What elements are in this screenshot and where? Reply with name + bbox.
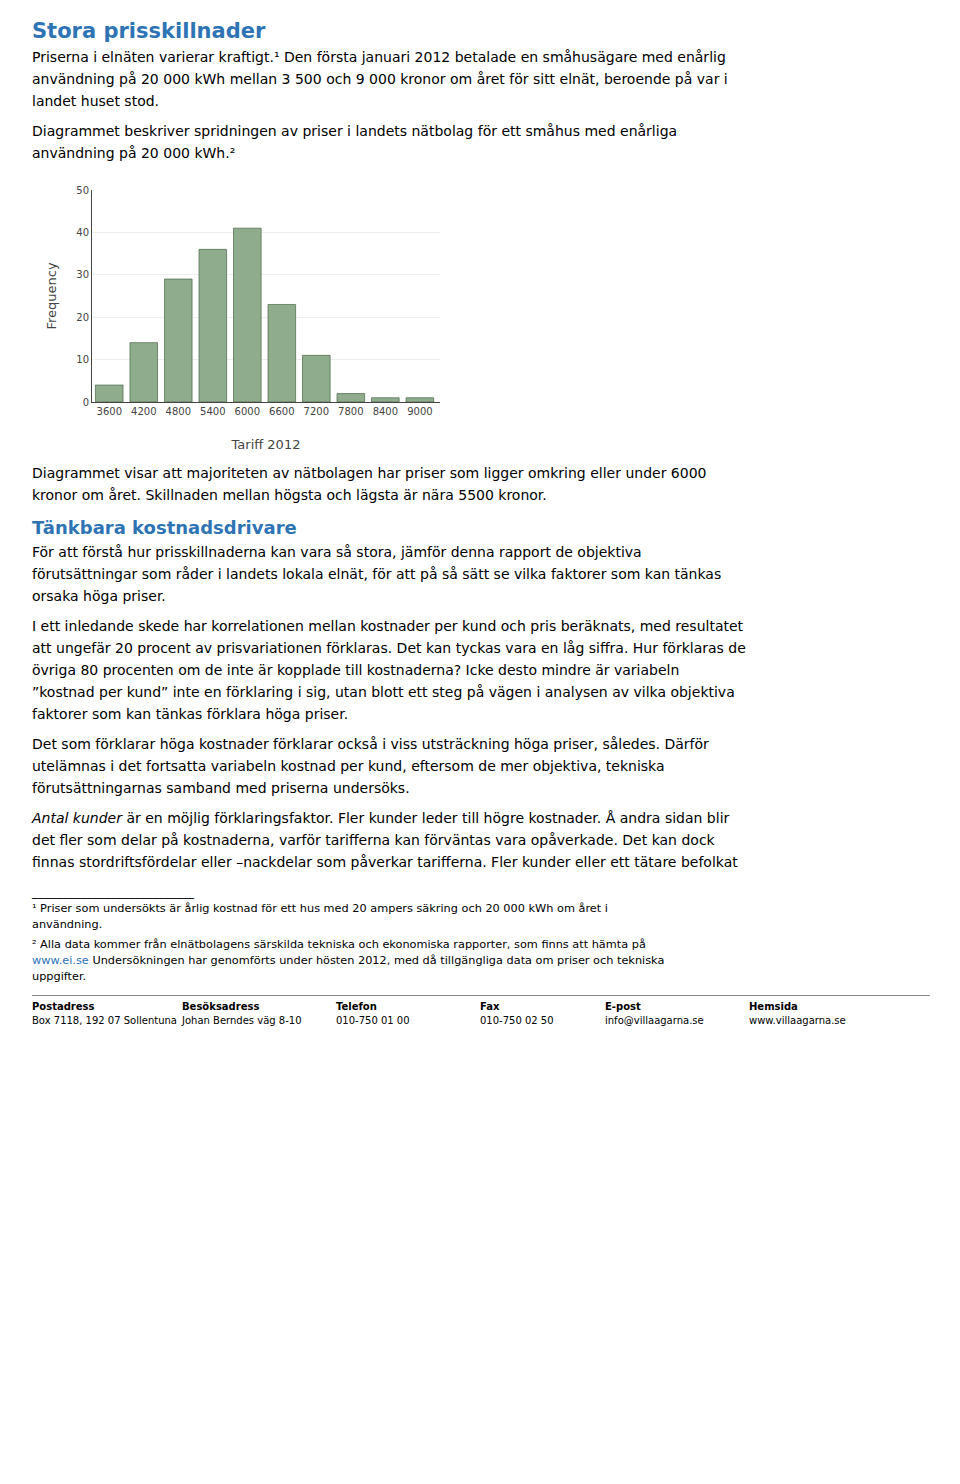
html-text:förutsättningarnas samband med: förutsättningarnas samband med priserna … [32, 780, 410, 796]
html-text:Stora prisskillnader: Stora prisskillnader [32, 19, 266, 43]
svg-text:Tariff 2012: Tariff 2012 [231, 437, 301, 452]
svg-text:20: 20 [76, 312, 89, 323]
html-text:Box 7118, 192 07 Sollentuna: Box 7118, 192 07 Sollentuna [32, 1015, 177, 1026]
html-text:Postadress: Postadress [32, 1001, 95, 1012]
html-text:info@villaagarna.se: info@villaagarna.se [605, 1015, 704, 1026]
html-text:utelämnas i det fortsatta vari: utelämnas i det fortsatta variabeln kost… [32, 758, 665, 774]
svg-text:8400: 8400 [373, 406, 398, 417]
html-text:finnas stordriftsfördelar elle: finnas stordriftsfördelar eller –nackdel… [32, 854, 738, 870]
svg-text:10: 10 [76, 354, 89, 365]
html-text:”kostnad per kund” inte en för: ”kostnad per kund” inte en förklaring i … [32, 684, 735, 700]
svg-text:7800: 7800 [338, 406, 363, 417]
svg-text:4800: 4800 [166, 406, 191, 417]
html-text:Telefon: Telefon [336, 1001, 377, 1012]
html-text:Diagrammet visar att majoritet: Diagrammet visar att majoriteten av nätb… [32, 465, 707, 481]
html-text:Priserna i elnäten varierar kr: Priserna i elnäten varierar kraftigt.¹ D… [32, 49, 726, 65]
html-text:E-post: E-post [605, 1001, 641, 1012]
svg-text:Frequency: Frequency [44, 262, 59, 329]
html-text:Johan Berndes väg 8-10: Johan Berndes väg 8-10 [182, 1015, 302, 1026]
html-text:orsaka höga priser.: orsaka höga priser. [32, 588, 166, 604]
html-text:¹ Priser som undersökts är årl: ¹ Priser som undersökts är årlig kostnad… [32, 902, 608, 915]
html-text:Hemsida: Hemsida [749, 1001, 798, 1012]
svg-text:50: 50 [76, 185, 89, 196]
svg-text:9000: 9000 [407, 406, 432, 417]
svg-text:6600: 6600 [269, 406, 294, 417]
html-text:faktorer som kan tänkas förkla: faktorer som kan tänkas förklara höga pr… [32, 706, 349, 722]
svg-text:6000: 6000 [235, 406, 260, 417]
html-text:www.villaagarna.se: www.villaagarna.se [749, 1015, 846, 1026]
html-text:Diagrammet beskriver spridning: Diagrammet beskriver spridningen av pris… [32, 123, 678, 139]
svg-text:30: 30 [76, 269, 89, 280]
html-text:010-750 01 00: 010-750 01 00 [336, 1015, 410, 1026]
html-text:För att förstå hur prisskillna: För att förstå hur prisskillnaderna kan … [32, 544, 642, 560]
html-text:Besöksadress: Besöksadress [182, 1001, 260, 1012]
svg-text:40: 40 [76, 227, 89, 238]
html-text:användning på 20 000 kWh.²: användning på 20 000 kWh.² [32, 145, 236, 161]
html-text:uppgifter.: uppgifter. [32, 970, 87, 983]
html-text:Antal kunder är en möjlig förk: Antal kunder är en möjlig förklaringsfak… [32, 810, 730, 826]
svg-text:4200: 4200 [131, 406, 156, 417]
html-text:övriga 80 procenten om de inte: övriga 80 procenten om de inte är koppla… [32, 662, 680, 678]
html-text:² Alla data kommer från elnätb: ² Alla data kommer från elnätbolagens sä… [32, 938, 646, 951]
html-text:010-750 02 50: 010-750 02 50 [480, 1015, 554, 1026]
html-text:att ungefär 20 procent av pris: att ungefär 20 procent av prisvariatione… [32, 640, 746, 656]
html-text:www.ei.se Undersökningen har g: www.ei.se Undersökningen har genomförts … [32, 954, 665, 967]
html-text:kronor om året. Skillnaden mel: kronor om året. Skillnaden mellan högsta… [32, 487, 547, 503]
html-text:Det som förklarar höga kostnad: Det som förklarar höga kostnader förklar… [32, 736, 709, 752]
html-text:det fler som delar på kostnade: det fler som delar på kostnaderna, varfö… [32, 832, 715, 848]
html-text:förutsättningar som råder i la: förutsättningar som råder i landets loka… [32, 566, 722, 582]
svg-text:3600: 3600 [97, 406, 122, 417]
svg-text:5400: 5400 [200, 406, 225, 417]
html-text:användning på 20 000 kWh mella: användning på 20 000 kWh mellan 3 500 oc… [32, 71, 728, 87]
html-text:landet huset stod.: landet huset stod. [32, 93, 160, 109]
svg-text:7200: 7200 [304, 406, 329, 417]
html-text:I ett inledande skede har korr: I ett inledande skede har korrelationen … [32, 618, 744, 634]
html-text:användning.: användning. [32, 918, 103, 931]
html-text:Fax: Fax [480, 1001, 500, 1012]
html-text:Tänkbara kostnadsdrivare: Tänkbara kostnadsdrivare [32, 517, 297, 538]
svg-text:0: 0 [83, 397, 89, 408]
